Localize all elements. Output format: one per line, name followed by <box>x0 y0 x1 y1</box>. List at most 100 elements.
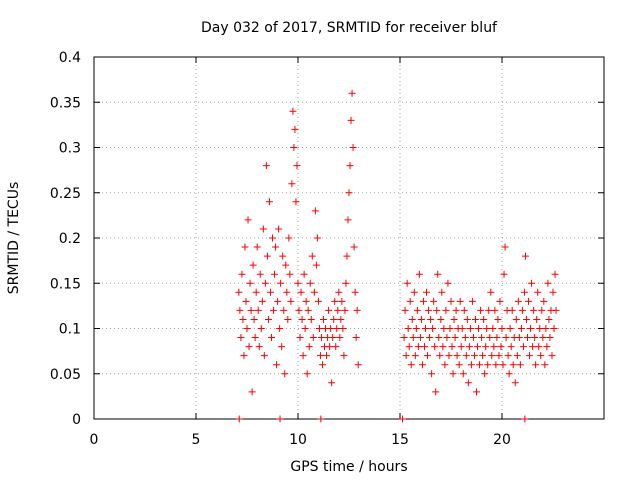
data-point <box>423 288 431 296</box>
data-point <box>276 325 284 332</box>
data-point <box>508 306 516 314</box>
data-point <box>552 306 560 314</box>
data-point <box>410 288 418 296</box>
data-point <box>539 334 547 342</box>
data-point <box>344 216 352 224</box>
data-point <box>419 297 427 305</box>
data-point <box>485 306 493 314</box>
data-point <box>237 334 245 342</box>
data-point <box>507 343 515 351</box>
data-point <box>488 352 496 360</box>
data-point <box>310 288 318 296</box>
data-point <box>477 306 485 314</box>
data-point <box>452 306 460 314</box>
data-point <box>458 325 466 332</box>
data-point <box>405 343 413 351</box>
data-point <box>309 334 317 342</box>
data-point <box>431 343 439 351</box>
data-point <box>521 415 529 423</box>
data-point <box>542 325 550 332</box>
data-point <box>424 352 432 360</box>
data-point <box>441 361 449 369</box>
data-point <box>282 261 290 269</box>
data-point <box>470 352 478 360</box>
data-points <box>235 89 560 423</box>
data-point <box>495 352 503 360</box>
data-point <box>329 334 337 342</box>
data-point <box>402 352 410 360</box>
data-point <box>333 325 341 332</box>
data-point <box>445 352 453 360</box>
data-point <box>457 343 465 351</box>
data-point <box>531 334 539 342</box>
data-point <box>253 243 261 251</box>
data-point <box>481 370 489 378</box>
y-tick-label: 0.4 <box>59 50 81 66</box>
data-point <box>491 306 499 314</box>
data-point <box>480 315 488 323</box>
data-point <box>511 379 519 387</box>
data-point <box>334 306 342 314</box>
data-point <box>247 306 255 314</box>
data-point <box>534 288 542 296</box>
data-point <box>551 270 559 278</box>
data-point <box>549 288 557 296</box>
data-point <box>444 279 452 287</box>
data-point <box>426 334 434 342</box>
data-point <box>401 306 409 314</box>
data-point <box>460 306 468 314</box>
data-point <box>509 361 517 369</box>
data-point <box>513 352 521 360</box>
data-point <box>489 325 497 332</box>
data-point <box>473 388 480 396</box>
data-point <box>448 343 456 351</box>
data-point <box>266 288 274 296</box>
data-point <box>325 306 333 314</box>
data-point <box>260 352 268 360</box>
data-point <box>499 361 507 369</box>
data-point <box>298 315 306 323</box>
data-point <box>340 352 348 360</box>
data-point <box>326 343 334 351</box>
data-point <box>315 325 323 332</box>
y-tick-label: 0.2 <box>59 231 81 247</box>
data-point <box>346 162 354 170</box>
data-point <box>259 225 267 233</box>
data-point <box>314 297 322 305</box>
data-point <box>525 297 533 305</box>
data-point <box>414 343 422 351</box>
data-point <box>242 297 250 305</box>
data-point <box>456 297 464 305</box>
data-point <box>493 334 501 342</box>
data-point <box>349 144 357 151</box>
data-point <box>519 343 527 351</box>
data-point <box>299 352 307 360</box>
data-point <box>284 315 292 323</box>
data-point <box>437 315 445 323</box>
data-point <box>245 343 253 351</box>
data-point <box>440 325 448 332</box>
data-point <box>404 325 412 332</box>
data-point <box>514 297 522 305</box>
data-point <box>312 261 320 269</box>
data-point <box>408 315 416 323</box>
data-point <box>236 306 244 314</box>
data-point <box>336 334 344 342</box>
data-point <box>279 252 287 260</box>
data-point <box>258 297 266 305</box>
data-point <box>300 270 308 278</box>
data-point <box>450 315 458 323</box>
data-point <box>498 325 506 332</box>
data-point <box>468 297 476 305</box>
data-point <box>257 325 265 332</box>
y-tick-label: 0 <box>72 412 81 428</box>
data-point <box>306 279 314 287</box>
data-point <box>530 306 538 314</box>
data-point <box>327 325 335 332</box>
data-point <box>274 297 282 305</box>
data-point <box>420 343 428 351</box>
data-point <box>520 288 528 296</box>
data-point <box>500 270 508 278</box>
data-point <box>323 352 331 360</box>
data-point <box>522 315 530 323</box>
